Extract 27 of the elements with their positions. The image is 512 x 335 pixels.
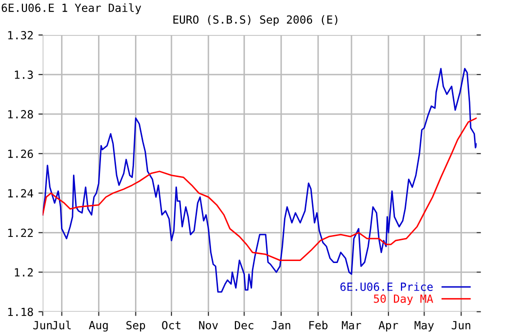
x-tick-label: Nov: [199, 321, 218, 330]
line-series: [42, 68, 477, 293]
x-tick-label: May: [414, 321, 434, 332]
legend-label: 50 Day MA: [374, 294, 434, 306]
x-tick-label: Apr: [378, 321, 398, 332]
x-tick-label: Jun: [452, 321, 470, 330]
y-tick-label: 1.3: [14, 70, 33, 79]
x-tick-label: Jun: [33, 321, 52, 330]
x-tick-label: Feb: [309, 320, 328, 330]
x-tick-label: Dec: [234, 321, 254, 330]
y-tick-label: 1.18: [8, 308, 33, 316]
x-tick-label: Aug: [88, 321, 108, 332]
chart-subtitle: EURO (S.B.S) Sep 2006 (E): [173, 15, 338, 26]
x-tick-label: Jul: [52, 320, 71, 330]
x-tick-label: Sep: [126, 320, 146, 332]
x-tick-label: Mar: [342, 321, 362, 330]
x-tick-label: Jan: [272, 321, 290, 330]
y-tick-label: 1.24: [8, 189, 34, 198]
chart-title: 6E.U06.E 1 Year Daily: [2, 3, 142, 14]
legend-label: 6E.U06.E Price: [340, 282, 433, 291]
y-tick-label: 1.32: [8, 31, 33, 40]
y-tick-label: 1.22: [8, 228, 33, 237]
y-tick-label: 1.28: [8, 110, 33, 118]
x-tick-label: Oct: [162, 320, 180, 330]
y-tick-label: 1.26: [8, 150, 33, 158]
line-series: [42, 117, 477, 261]
y-tick-label: 1.2: [14, 268, 33, 276]
